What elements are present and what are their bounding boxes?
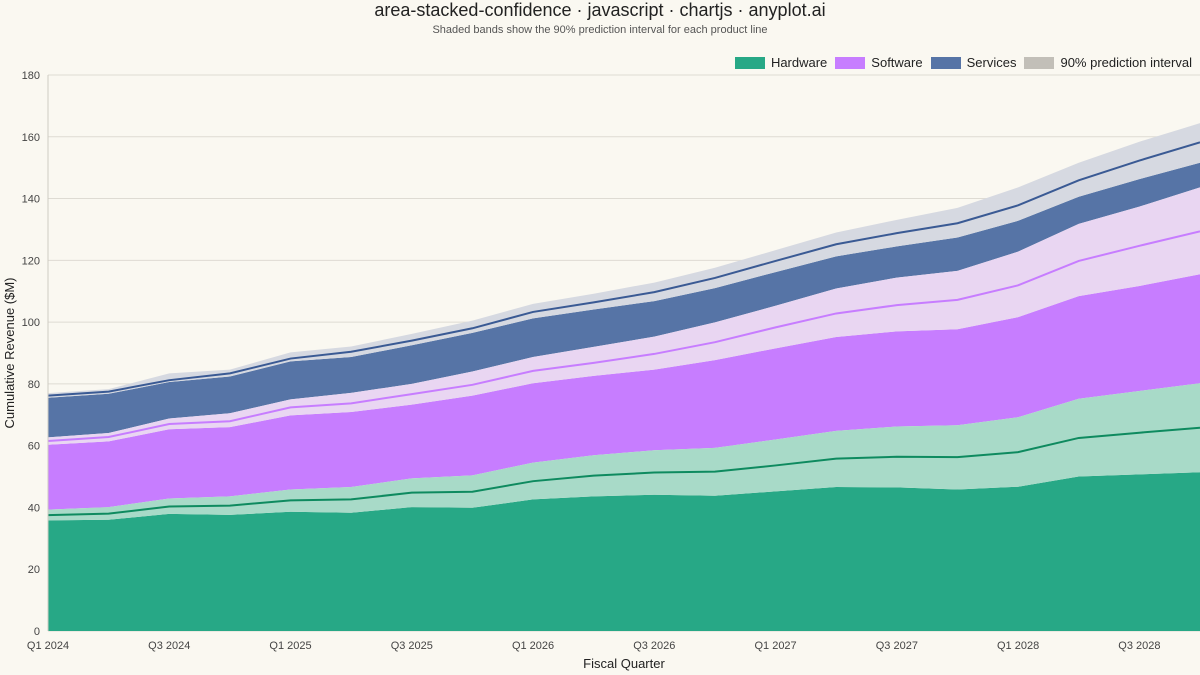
x-tick-label: Q1 2024 xyxy=(27,640,69,652)
legend-item-interval[interactable]: 90% prediction interval xyxy=(1024,55,1192,70)
band-software xyxy=(48,187,1200,445)
y-tick-label: 120 xyxy=(22,255,40,267)
line-services xyxy=(47,141,1200,397)
x-tick-label: Q3 2027 xyxy=(876,640,918,652)
legend-swatch-hardware xyxy=(734,56,765,69)
area-hardware xyxy=(48,472,1200,631)
x-tick-label: Q3 2028 xyxy=(1118,640,1160,652)
area-software xyxy=(48,274,1200,510)
line-software xyxy=(47,230,1200,443)
x-axis-title: Fiscal Quarter xyxy=(583,656,665,671)
legend-swatch-services xyxy=(930,56,961,69)
x-tick-label: Q1 2026 xyxy=(512,640,554,652)
legend-label-hardware: Hardware xyxy=(770,55,828,70)
axis-layer: 0 20 40 60 80 100 120 140 160 180 Q1 2024 Q3 2024 Q1… xyxy=(22,70,1161,652)
line-layer xyxy=(47,141,1200,517)
legend-label-software: Software xyxy=(871,55,923,70)
legend-item-software[interactable]: Software xyxy=(835,55,923,70)
legend-item-hardware[interactable]: Hardware xyxy=(734,55,828,70)
area-services xyxy=(48,162,1200,438)
area-layer xyxy=(48,123,1200,631)
legend-item-services[interactable]: Services xyxy=(930,55,1017,70)
x-tick-label: Q1 2028 xyxy=(997,640,1039,652)
line-hardware xyxy=(47,426,1200,517)
y-tick-label: 100 xyxy=(22,317,40,329)
y-tick-label: 80 xyxy=(28,379,40,391)
chart-legend: Hardware Software Services 90% predictio… xyxy=(734,55,1192,70)
band-hardware xyxy=(48,383,1200,521)
y-axis-title: Cumulative Revenue ($M) xyxy=(2,277,17,428)
legend-swatch-interval xyxy=(1024,56,1055,69)
y-tick-label: 160 xyxy=(22,132,40,144)
y-tick-label: 180 xyxy=(22,70,40,82)
x-tick-label: Q3 2026 xyxy=(633,640,675,652)
x-tick-label: Q1 2025 xyxy=(269,640,311,652)
chart-title: area-stacked-confidence · javascript · c… xyxy=(374,0,826,20)
y-tick-label: 140 xyxy=(22,194,40,206)
chart-subtitle: Shaded bands show the 90% prediction int… xyxy=(432,24,768,36)
y-tick-label: 0 xyxy=(34,626,40,638)
legend-label-services: Services xyxy=(966,55,1017,70)
y-tick-label: 20 xyxy=(28,564,40,576)
x-tick-label: Q3 2025 xyxy=(391,640,433,652)
y-tick-label: 40 xyxy=(28,502,40,514)
x-tick-label: Q1 2027 xyxy=(754,640,796,652)
legend-label-interval: 90% prediction interval xyxy=(1060,55,1192,70)
legend-swatch-software xyxy=(835,56,866,69)
x-tick-label: Q3 2024 xyxy=(148,640,190,652)
y-tick-label: 60 xyxy=(28,441,40,453)
